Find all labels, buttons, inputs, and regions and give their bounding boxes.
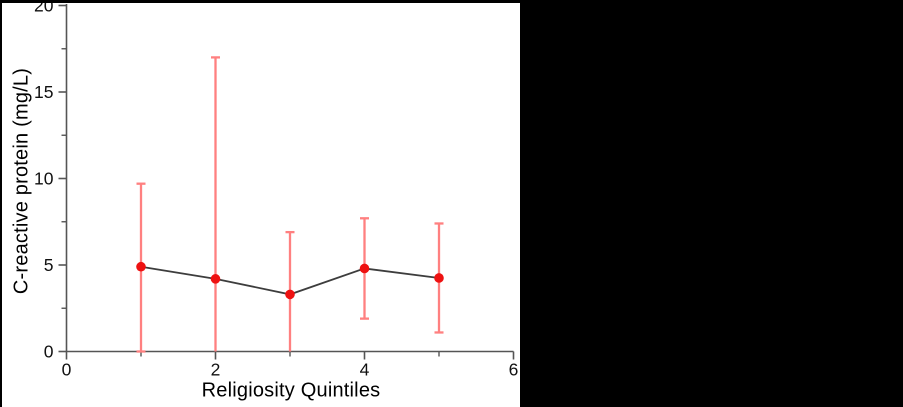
x-tick-label: 4 <box>360 360 370 380</box>
right-black-panel <box>520 0 903 407</box>
x-tick-label: 2 <box>211 360 221 380</box>
data-point <box>359 263 370 274</box>
top-border <box>0 0 903 3</box>
left-border <box>0 0 2 407</box>
y-tick-label: 10 <box>34 169 54 189</box>
data-point <box>136 261 146 272</box>
y-tick-label: 15 <box>34 82 53 102</box>
plot-area: 0 5 10 15 20 0 2 4 6 <box>34 0 519 380</box>
crp-religiosity-chart: 0 5 10 15 20 0 2 4 6 C-reactive protein (mg/L) R… <box>10 0 519 402</box>
x-tick-label: 6 <box>509 360 519 380</box>
data-point <box>434 273 444 283</box>
x-axis-title: Religiosity Quintiles <box>201 379 381 402</box>
x-tick-label: 0 <box>62 360 72 380</box>
y-tick-label: 5 <box>44 255 54 275</box>
data-point <box>285 289 295 300</box>
y-tick-label: 20 <box>34 0 54 16</box>
data-point <box>210 274 221 284</box>
y-tick-label: 0 <box>44 342 54 362</box>
y-axis-title: C-reactive protein (mg/L) <box>10 67 33 295</box>
